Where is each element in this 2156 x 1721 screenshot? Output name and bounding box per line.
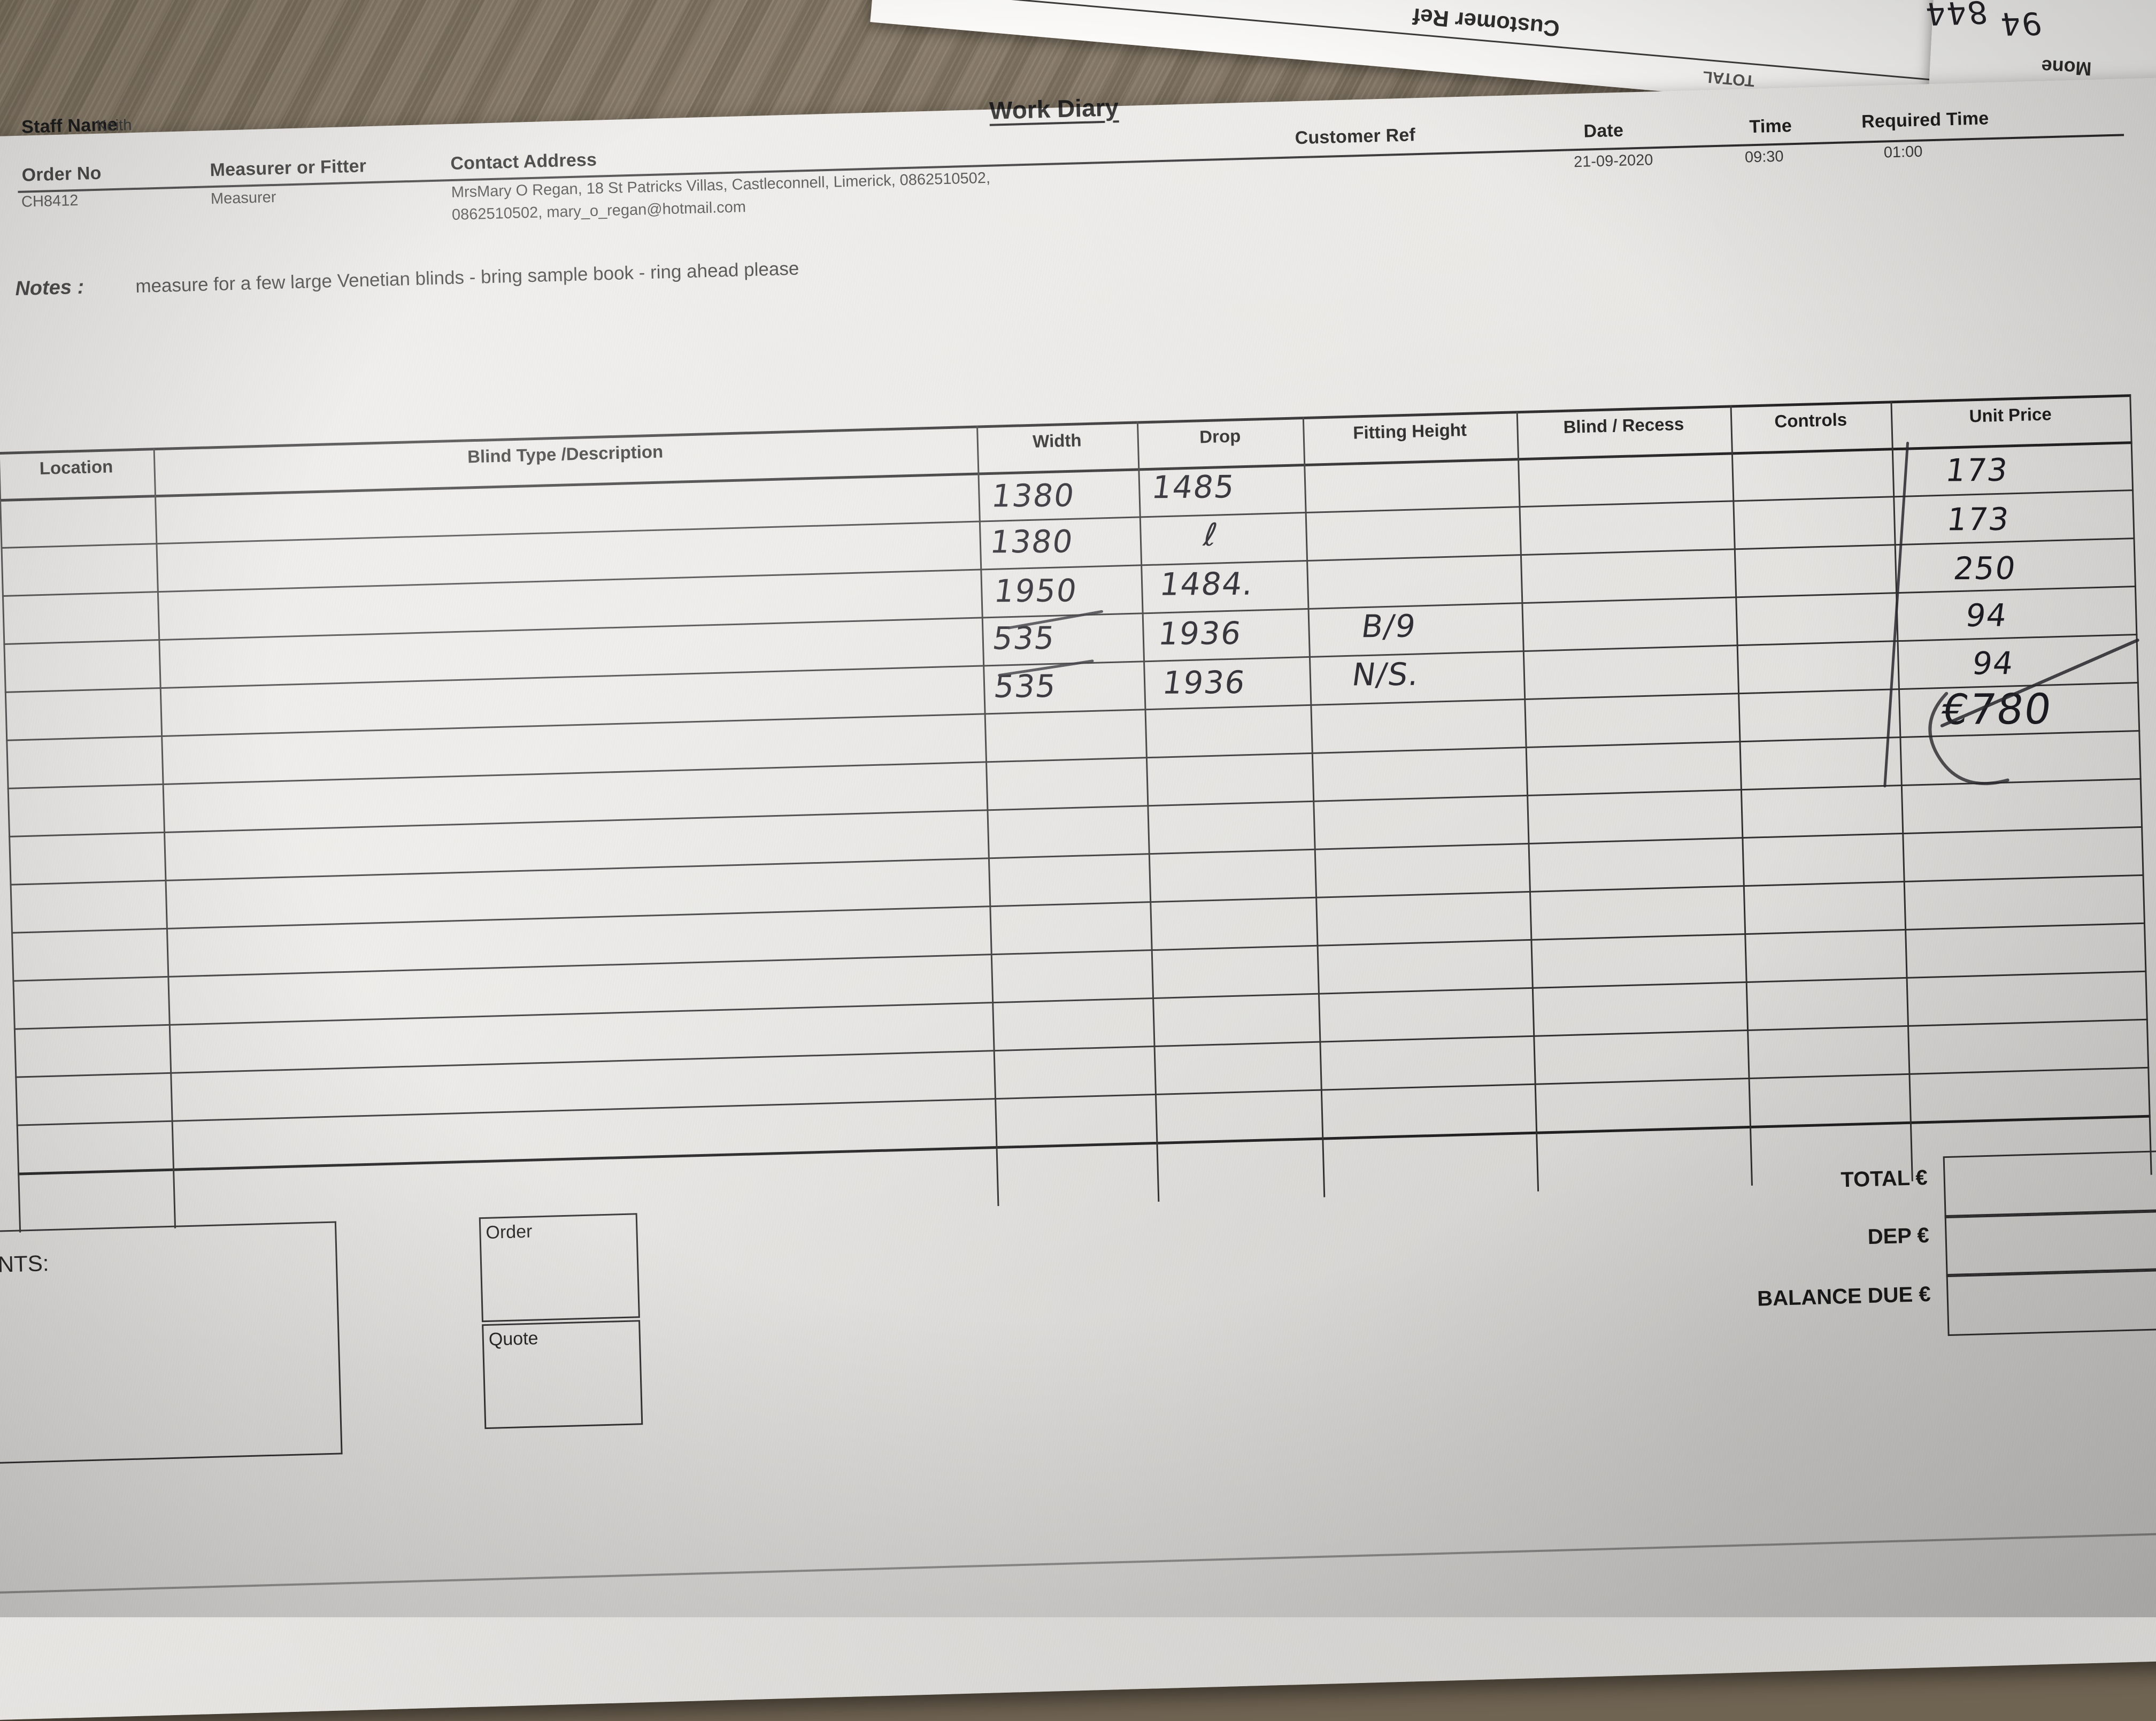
staff-name-value[interactable]: Keith	[96, 117, 132, 135]
required-time-label: Required Time	[1861, 108, 1989, 132]
column-header-fitting-height: Fitting Height	[1352, 419, 1467, 443]
cell-unitprice-row4[interactable]: 94	[1963, 597, 2010, 634]
column-header-controls: Controls	[1774, 409, 1847, 432]
total-value-box[interactable]	[1943, 1150, 2156, 1219]
balance-due-value-box[interactable]	[1946, 1268, 2156, 1336]
contact-address-line1[interactable]: MrsMary O Regan, 18 St Patricks Villas, …	[451, 169, 991, 202]
order-no-label: Order No	[21, 163, 102, 186]
cell-handwritten-total[interactable]: €780	[1938, 685, 2055, 734]
cell-width-row5[interactable]: 535	[991, 667, 1059, 705]
cell-width-row3[interactable]: 1950	[992, 572, 1080, 610]
required-time-value[interactable]: 01:00	[1883, 143, 1923, 162]
cell-width-row1[interactable]: 1380	[989, 477, 1077, 514]
cell-drop-row2[interactable]: ℓ	[1202, 516, 1221, 554]
dep-value-box[interactable]	[1944, 1209, 2156, 1278]
order-no-value[interactable]: CH8412	[21, 191, 79, 211]
order-label: Order	[485, 1221, 533, 1243]
blinds-table: Location Blind Type /Description Width D…	[0, 394, 2152, 1233]
cell-unitprice-row3[interactable]: 250	[1951, 550, 2019, 587]
notes-label: Notes :	[14, 275, 84, 301]
cell-width-row2[interactable]: 1380	[988, 523, 1076, 560]
page-title: Work Diary	[989, 93, 1119, 125]
bg-handwriting-94: 94	[1997, 5, 2045, 42]
cell-fittingheight-row5[interactable]: N/S.	[1350, 656, 1422, 693]
date-label: Date	[1583, 120, 1624, 142]
customer-ref-label: Customer Ref	[1295, 125, 1416, 149]
measurer-value[interactable]: Measurer	[210, 188, 276, 208]
balance-due-label: BALANCE DUE €	[1757, 1282, 1931, 1311]
contact-address-label: Contact Address	[450, 149, 597, 174]
work-diary-form: Staff Name Keith Order No Measurer or Fi…	[0, 75, 2156, 1721]
comments-box[interactable]	[0, 1221, 343, 1465]
bg-money-label: Mone	[2040, 55, 2092, 80]
cell-drop-row4[interactable]: 1936	[1156, 614, 1244, 652]
cell-unitprice-row2[interactable]: 173	[1945, 501, 2012, 538]
cell-drop-row5[interactable]: 1936	[1160, 664, 1249, 701]
quote-label: Quote	[488, 1328, 539, 1350]
cell-drop-row3[interactable]: 1484.	[1157, 565, 1257, 603]
cell-width-row4[interactable]: 535	[990, 619, 1058, 657]
column-header-blind-recess: Blind / Recess	[1563, 413, 1684, 437]
cell-drop-row1[interactable]: 1485	[1149, 468, 1238, 506]
column-header-width: Width	[1032, 430, 1082, 451]
bg-misc-text: TOTAL	[1701, 67, 1755, 90]
cell-fittingheight-row4[interactable]: B/9	[1359, 608, 1419, 645]
column-header-drop: Drop	[1199, 426, 1241, 447]
notes-text[interactable]: measure for a few large Venetian blinds …	[135, 258, 799, 297]
column-header-description: Blind Type /Description	[467, 441, 664, 467]
bg-handwriting-844: 844	[1922, 0, 1991, 32]
date-value[interactable]: 21-09-2020	[1573, 151, 1653, 171]
time-label: Time	[1749, 116, 1792, 137]
measurer-label: Measurer or Fitter	[210, 156, 367, 181]
cell-unitprice-row5[interactable]: 94	[1970, 644, 2016, 682]
dep-label: DEP €	[1867, 1223, 1930, 1249]
column-header-unit-price: Unit Price	[1969, 404, 2052, 426]
time-value[interactable]: 09:30	[1744, 148, 1784, 166]
cell-unitprice-row1[interactable]: 173	[1943, 451, 2011, 489]
contact-address-line2[interactable]: 0862510502, mary_o_regan@hotmail.com	[451, 198, 746, 224]
column-header-location: Location	[39, 456, 113, 479]
